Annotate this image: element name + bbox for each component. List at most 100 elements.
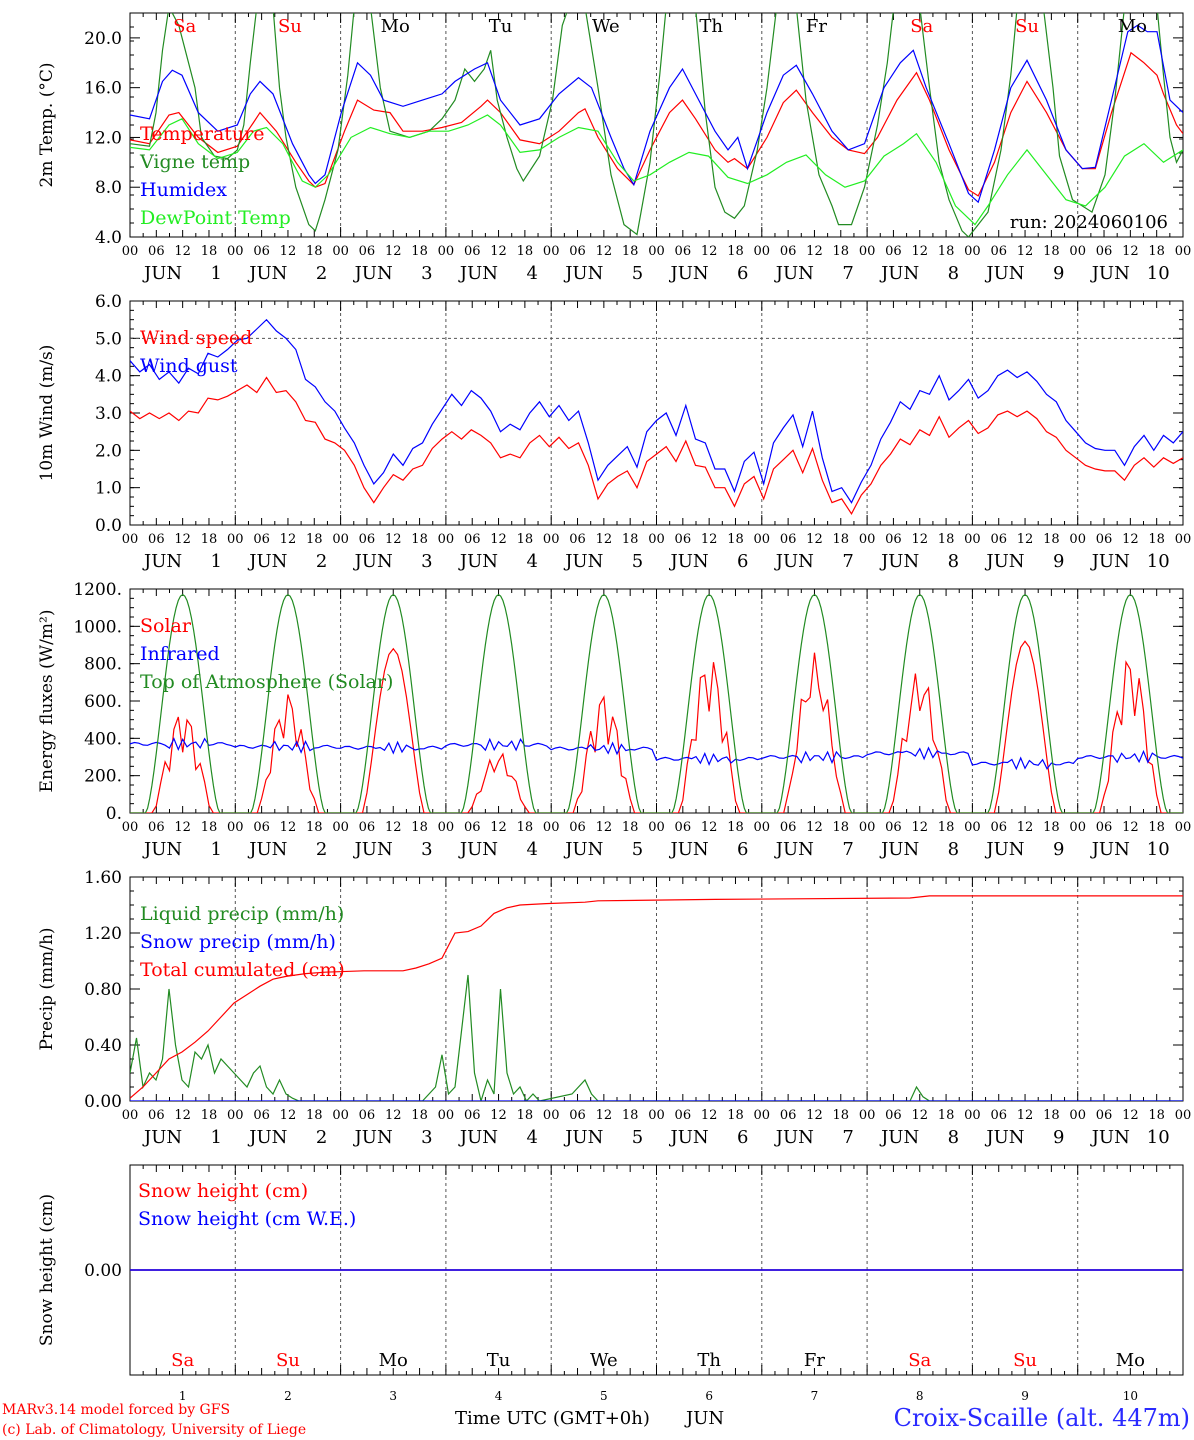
day-number-label: 8 (916, 1389, 924, 1403)
station-name: Croix-Scaille (alt. 447m) (894, 1404, 1190, 1432)
day-number-label: 2 (284, 1389, 292, 1403)
hour-label: 06 (464, 244, 481, 259)
hour-label: 12 (490, 532, 507, 547)
date-month-label: JUN (563, 839, 603, 860)
hour-label: 18 (411, 820, 428, 835)
date-day-label: 6 (737, 263, 748, 284)
hour-label: 18 (306, 820, 323, 835)
hour-label: 18 (1043, 244, 1060, 259)
series-line-liquid-precip-mm-h- (130, 974, 1183, 1101)
day-name-label: Tu (487, 1350, 511, 1371)
hour-label: 18 (727, 532, 744, 547)
day-name-label: We (590, 1350, 618, 1371)
hour-label: 12 (596, 1108, 613, 1123)
y-tick-label: 0.40 (84, 1036, 122, 1056)
hour-label: 12 (174, 820, 191, 835)
hour-label: 00 (438, 820, 455, 835)
hour-label: 00 (648, 244, 665, 259)
hour-label: 12 (1122, 1108, 1139, 1123)
hour-label: 18 (517, 532, 534, 547)
y-tick-label: 4.0 (95, 228, 122, 248)
hour-label: 00 (1175, 1108, 1192, 1123)
panel-frame (129, 300, 1184, 526)
day-name-label: Fr (806, 16, 827, 37)
series-line-solar (130, 640, 1183, 813)
day-name-label: Su (1015, 16, 1039, 37)
hour-label: 18 (938, 820, 955, 835)
plot-area (130, 593, 1183, 813)
date-month-label: JUN (247, 263, 287, 284)
hour-label: 00 (332, 1108, 349, 1123)
date-month-label: JUN (247, 551, 287, 572)
date-month-label: JUN (458, 263, 498, 284)
legend-entry: Temperature (140, 123, 264, 145)
hour-label: 06 (675, 532, 692, 547)
hour-label: 06 (569, 532, 586, 547)
hour-label: 18 (833, 820, 850, 835)
hour-label: 18 (727, 820, 744, 835)
date-day-label: 5 (632, 839, 643, 860)
hour-label: 00 (332, 532, 349, 547)
y-tick-label: 1200. (73, 580, 122, 600)
legend-entry: Wind speed (140, 327, 252, 349)
hour-label: 12 (280, 244, 297, 259)
hour-label: 12 (385, 532, 402, 547)
date-month-label: JUN (879, 263, 919, 284)
hour-label: 00 (964, 820, 981, 835)
date-month-label: JUN (142, 839, 182, 860)
date-day-label: 10 (1147, 263, 1170, 284)
hour-label: 06 (359, 244, 376, 259)
date-month-label: JUN (774, 1127, 814, 1148)
legend-entry: Liquid precip (mm/h) (140, 903, 344, 925)
date-day-label: 9 (1053, 263, 1064, 284)
hour-label: 06 (359, 532, 376, 547)
hour-label: 06 (464, 1108, 481, 1123)
hour-label: 12 (174, 1108, 191, 1123)
hour-label: 12 (806, 244, 823, 259)
date-day-label: 2 (316, 263, 327, 284)
hour-label: 06 (990, 532, 1007, 547)
y-tick-label: 200. (84, 767, 122, 787)
y-tick-label: 3.0 (95, 404, 122, 424)
panel-1: 4.08.012.016.020.02m Temp. (°C)00 06 12 18 0… (37, 12, 1191, 284)
hour-label: 06 (569, 244, 586, 259)
date-month-label: JUN (142, 263, 182, 284)
hour-label: 06 (675, 1108, 692, 1123)
hour-label: 18 (201, 244, 218, 259)
date-month-label: JUN (879, 839, 919, 860)
date-month-label: JUN (984, 551, 1024, 572)
date-month-label: JUN (1090, 1127, 1130, 1148)
hour-label: 00 (754, 1108, 771, 1123)
date-month-label: JUN (984, 263, 1024, 284)
legend-entry: Solar (140, 615, 192, 637)
series-line-top-of-atmosphere-solar- (130, 593, 1183, 813)
hour-label: 18 (938, 1108, 955, 1123)
hour-label: 12 (385, 820, 402, 835)
series-line-wind-gust (130, 318, 1183, 504)
hour-label: 12 (174, 244, 191, 259)
hour-label: 06 (780, 820, 797, 835)
date-month-label: JUN (669, 263, 709, 284)
date-month-label: JUN (458, 551, 498, 572)
hour-label: 12 (911, 532, 928, 547)
credit-line-2: (c) Lab. of Climatology, University of L… (2, 1422, 306, 1438)
date-day-label: 8 (948, 1127, 959, 1148)
y-tick-label: 0.0 (95, 516, 122, 536)
date-day-label: 6 (737, 551, 748, 572)
hour-label: 18 (1043, 820, 1060, 835)
hour-label: 00 (1175, 820, 1192, 835)
hour-label: 18 (517, 820, 534, 835)
date-month-label: JUN (1090, 263, 1130, 284)
date-month-label: JUN (563, 551, 603, 572)
hour-label: 00 (1175, 532, 1192, 547)
hour-label: 06 (780, 1108, 797, 1123)
hour-label: 18 (517, 244, 534, 259)
date-month-label: JUN (774, 551, 814, 572)
hour-label: 06 (148, 820, 165, 835)
date-month-label: JUN (247, 839, 287, 860)
hour-label: 06 (253, 820, 270, 835)
hour-label: 00 (122, 820, 139, 835)
panel-2: 0.0 1.0 2.0 3.0 4.0 5.0 6.0 10m Wind (m/s) 00 06 1… (37, 292, 1191, 572)
day-name-label: Th (699, 16, 723, 37)
